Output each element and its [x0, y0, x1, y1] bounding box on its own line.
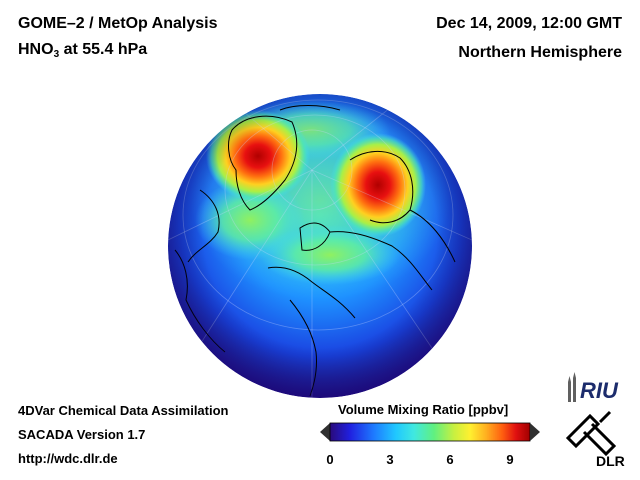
colorbar-gradient — [329, 422, 531, 442]
footer-method: 4DVar Chemical Data Assimilation — [18, 403, 229, 418]
product-title: GOME–2 / MetOp Analysis — [18, 15, 218, 32]
region-label: Northern Hemisphere — [458, 44, 622, 61]
dlr-emblem-icon — [565, 410, 617, 457]
colorbar-title: Volume Mixing Ratio [ppbv] — [338, 402, 509, 417]
colorbar-over-arrow — [530, 423, 540, 441]
colorbar-tick-3: 3 — [386, 452, 394, 467]
date-time: Dec 14, 2009, 12:00 GMT — [436, 15, 622, 32]
species-name: HNO — [18, 41, 54, 58]
footer-version: SACADA Version 1.7 — [18, 427, 146, 442]
riu-logo-text: RIU — [580, 378, 619, 403]
species-level-label: HNO3 at 55.4 hPa — [18, 41, 147, 60]
footer-url[interactable]: http://wdc.dlr.de — [18, 451, 118, 466]
species-subscript: 3 — [53, 49, 60, 60]
colorbar — [320, 422, 540, 442]
colorbar-under-arrow — [320, 423, 330, 441]
riu-logo: RIU — [566, 372, 626, 409]
colorbar-tick-0: 0 — [326, 452, 334, 467]
globe-limb-shading — [168, 94, 472, 398]
dlr-logo: DLR — [560, 410, 630, 475]
pressure-level: at 55.4 hPa — [59, 41, 148, 58]
colorbar-tick-9: 9 — [506, 452, 514, 467]
colorbar-tick-6: 6 — [446, 452, 454, 467]
riu-cathedral-icon — [568, 372, 576, 402]
dlr-logo-text: DLR — [596, 453, 625, 469]
